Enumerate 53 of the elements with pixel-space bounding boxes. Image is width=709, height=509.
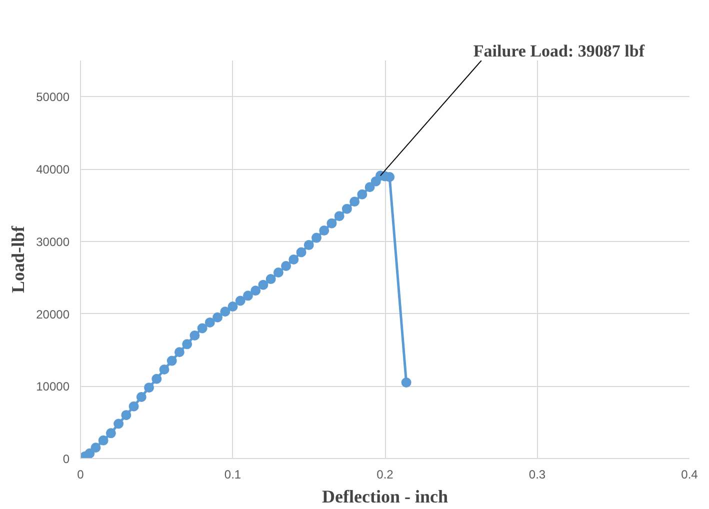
- point: [235, 296, 246, 306]
- annotation: Failure Load: 39087 lbf: [473, 42, 645, 60]
- point: [190, 330, 200, 340]
- point: [266, 274, 276, 284]
- point: [182, 339, 192, 350]
- point: [258, 280, 268, 290]
- point: [90, 442, 101, 453]
- point: [401, 378, 412, 388]
- point: [159, 364, 170, 374]
- point: [334, 211, 344, 222]
- point: [144, 382, 154, 393]
- x-tick-label: 0.4: [681, 468, 698, 482]
- point: [288, 254, 299, 264]
- x-tick-label: 0.3: [528, 468, 546, 482]
- point: [304, 240, 314, 250]
- point: [350, 196, 360, 207]
- point: [128, 401, 139, 412]
- point: [197, 323, 208, 334]
- point: [84, 448, 95, 458]
- point: [326, 218, 337, 228]
- x-tick-label: 0.1: [224, 468, 242, 482]
- y-tick-label: 40000: [36, 162, 70, 177]
- point: [319, 226, 330, 236]
- point: [311, 232, 322, 243]
- point: [281, 261, 292, 272]
- point: [342, 204, 352, 214]
- point: [121, 410, 132, 420]
- point: [174, 347, 184, 358]
- x-tick-label: 0: [77, 468, 84, 482]
- y-axis-title: Load-lbf: [8, 224, 28, 294]
- point: [296, 247, 306, 258]
- y-tick-label: 0: [62, 452, 70, 466]
- point: [152, 374, 162, 384]
- point: [106, 428, 116, 438]
- x-tick-label: 0.2: [376, 468, 394, 482]
- point: [204, 317, 215, 328]
- point: [228, 302, 238, 312]
- point: [250, 286, 261, 296]
- point: [357, 189, 368, 200]
- point: [136, 392, 146, 402]
- y-tick-label: 10000: [36, 380, 70, 394]
- point: [212, 312, 223, 322]
- point: [364, 182, 375, 192]
- point: [114, 418, 124, 429]
- point: [273, 268, 284, 278]
- point: [166, 356, 177, 366]
- x-axis-title: Deflection - inch: [322, 486, 448, 506]
- y-tick-label: 20000: [36, 307, 70, 322]
- point: [242, 290, 253, 301]
- y-tick-label: 30000: [36, 234, 70, 249]
- point: [98, 435, 108, 446]
- y-tick-label: 50000: [36, 90, 70, 104]
- point: [220, 306, 230, 317]
